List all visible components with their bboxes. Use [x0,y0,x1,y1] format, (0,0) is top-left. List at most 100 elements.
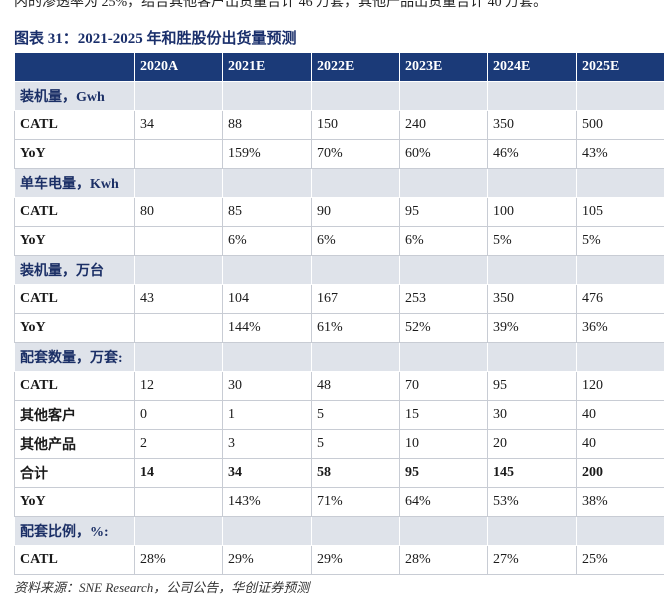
cell [134,487,223,517]
cell: 46% [487,139,577,169]
cell: 38% [576,487,664,517]
cell: 48 [311,371,400,401]
table-body: 装机量，Gwh CATL 34 88 150 240 350 500 YoY 159% 70% 60%… [14,81,664,575]
cell: 200 [576,458,664,488]
cell [399,255,488,285]
header-cell: 2021E [222,52,312,82]
section-label: 配套数量，万套: [14,342,135,372]
cell: 61% [311,313,400,343]
cell: 20 [487,429,577,459]
cell: 120 [576,371,664,401]
cell: 14 [134,458,223,488]
header-cell: 2022E [311,52,400,82]
cell [576,81,664,111]
cell: 43% [576,139,664,169]
data-row: CATL 28% 29% 29% 28% 27% 25% [14,545,664,575]
row-label: CATL [14,284,135,314]
cell [134,342,223,372]
cell [487,255,577,285]
forecast-table: 2020A 2021E 2022E 2023E 2024E 2025E 装机量，Gwh CA… [14,52,664,575]
row-label: CATL [14,545,135,575]
cell: 40 [576,429,664,459]
section-row: 装机量，Gwh [14,81,664,111]
cell [222,168,312,198]
cell [487,168,577,198]
cell: 1 [222,400,312,430]
cell: 350 [487,110,577,140]
cell [134,226,223,256]
header-cell: 2024E [487,52,577,82]
cell [576,516,664,546]
cell: 28% [134,545,223,575]
cell: 64% [399,487,488,517]
cell [134,168,223,198]
cell [222,342,312,372]
cell: 253 [399,284,488,314]
cell: 105 [576,197,664,227]
intro-text: 内的渗透率为 25%，结合其他客户出货量合计 46 万套，其他产品出货量合计 4… [14,0,548,10]
cell [311,255,400,285]
header-cell: 2020A [134,52,223,82]
section-label: 装机量，万台 [14,255,135,285]
data-row: CATL 43 104 167 253 350 476 [14,284,664,314]
cell: 40 [576,400,664,430]
cell [134,139,223,169]
cell: 145 [487,458,577,488]
row-label: CATL [14,110,135,140]
cell: 88 [222,110,312,140]
cell: 85 [222,197,312,227]
cell: 71% [311,487,400,517]
header-row: 2020A 2021E 2022E 2023E 2024E 2025E [14,52,664,82]
cell: 476 [576,284,664,314]
section-row: 配套数量，万套: [14,342,664,372]
section-label: 装机量，Gwh [14,81,135,111]
table-title: 图表 31：2021-2025 年和胜股份出货量预测 [14,31,297,47]
cell: 159% [222,139,312,169]
row-label: YoY [14,313,135,343]
cell: 143% [222,487,312,517]
row-label: 其他客户 [14,400,135,430]
cell: 144% [222,313,312,343]
data-row: CATL 80 85 90 95 100 105 [14,197,664,227]
cell: 52% [399,313,488,343]
cell: 70% [311,139,400,169]
cell: 43 [134,284,223,314]
cell: 5 [311,429,400,459]
row-label: 合计 [14,458,135,488]
cell: 5% [487,226,577,256]
cell: 34 [222,458,312,488]
cell: 27% [487,545,577,575]
cell [134,516,223,546]
cell: 95 [399,458,488,488]
source-note: 资料来源：SNE Research，公司公告，华创证券预测 [14,580,310,595]
cell: 6% [222,226,312,256]
row-label: YoY [14,226,135,256]
section-row: 装机量，万台 [14,255,664,285]
cell: 29% [222,545,312,575]
cell [134,255,223,285]
cell: 12 [134,371,223,401]
cell: 167 [311,284,400,314]
header-cell: 2023E [399,52,488,82]
cell: 80 [134,197,223,227]
cell: 3 [222,429,312,459]
cell [399,168,488,198]
cell: 90 [311,197,400,227]
cell [134,81,223,111]
data-row: YoY 159% 70% 60% 46% 43% [14,139,664,169]
header-cell [14,52,135,82]
section-row: 配套比例，%: [14,516,664,546]
data-row: YoY 6% 6% 6% 5% 5% [14,226,664,256]
cell: 29% [311,545,400,575]
cell: 95 [399,197,488,227]
cell [311,168,400,198]
cell: 6% [399,226,488,256]
cell [311,81,400,111]
cell [222,516,312,546]
cell: 39% [487,313,577,343]
cell: 500 [576,110,664,140]
row-label: 其他产品 [14,429,135,459]
cell [576,168,664,198]
cell: 100 [487,197,577,227]
